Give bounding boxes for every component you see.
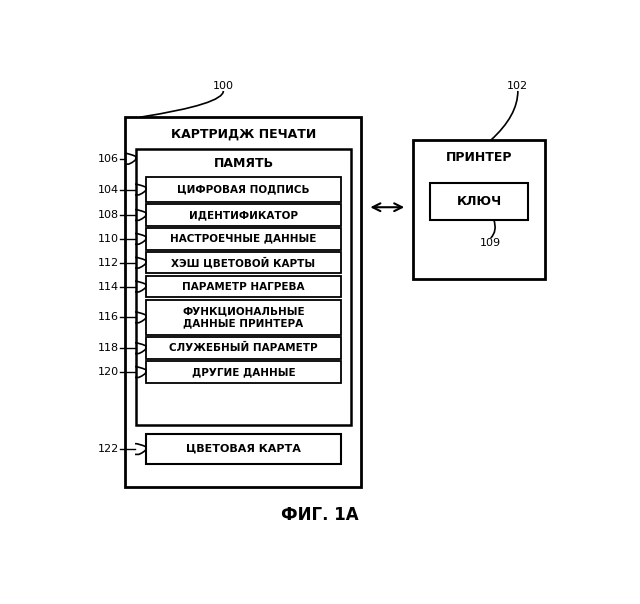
Text: ПАМЯТЬ: ПАМЯТЬ (214, 157, 273, 170)
Text: ПАРАМЕТР НАГРЕВА: ПАРАМЕТР НАГРЕВА (182, 281, 305, 292)
Text: 122: 122 (97, 444, 119, 454)
Text: СЛУЖЕБНЫЙ ПАРАМЕТР: СЛУЖЕБНЫЙ ПАРАМЕТР (169, 343, 318, 353)
Text: 100: 100 (213, 82, 234, 91)
Text: 114: 114 (98, 281, 119, 292)
Text: ПРИНТЕР: ПРИНТЕР (446, 150, 513, 164)
Bar (146, 276, 341, 297)
Bar (146, 252, 341, 274)
Bar (146, 204, 341, 226)
Text: ЦИФРОВАЯ ПОДПИСЬ: ЦИФРОВАЯ ПОДПИСЬ (177, 184, 310, 194)
Text: 106: 106 (98, 154, 119, 164)
Text: ЦВЕТОВАЯ КАРТА: ЦВЕТОВАЯ КАРТА (186, 444, 301, 454)
Text: ФИГ. 1А: ФИГ. 1А (282, 506, 359, 524)
Bar (136, 149, 351, 425)
Bar (413, 140, 545, 279)
Bar (146, 300, 341, 335)
Text: 118: 118 (98, 343, 119, 353)
Bar (146, 434, 341, 464)
Text: НАСТРОЕЧНЫЕ ДАННЫЕ: НАСТРОЕЧНЫЕ ДАННЫЕ (170, 234, 317, 244)
Bar (146, 177, 341, 202)
Bar (430, 182, 528, 219)
Text: 104: 104 (98, 184, 119, 194)
Text: 102: 102 (508, 82, 529, 91)
Text: ИДЕНТИФИКАТОР: ИДЕНТИФИКАТОР (189, 210, 298, 220)
Text: ХЭШ ЦВЕТОВОЙ КАРТЫ: ХЭШ ЦВЕТОВОЙ КАРТЫ (172, 257, 316, 268)
Text: 109: 109 (480, 237, 501, 248)
Text: 108: 108 (98, 210, 119, 220)
Text: 116: 116 (98, 312, 119, 323)
Text: 110: 110 (98, 234, 119, 244)
Bar (146, 361, 341, 383)
Text: ФУНКЦИОНАЛЬНЫЕ
ДАННЫЕ ПРИНТЕРА: ФУНКЦИОНАЛЬНЫЕ ДАННЫЕ ПРИНТЕРА (182, 306, 305, 329)
Text: 120: 120 (98, 367, 119, 377)
Text: ДРУГИЕ ДАННЫЕ: ДРУГИЕ ДАННЫЕ (192, 367, 295, 377)
Text: КЛЮЧ: КЛЮЧ (456, 194, 502, 208)
Bar (146, 228, 341, 249)
Text: 112: 112 (98, 258, 119, 268)
Bar (146, 338, 341, 359)
Text: КАРТРИДЖ ПЕЧАТИ: КАРТРИДЖ ПЕЧАТИ (170, 127, 316, 141)
Bar (125, 117, 362, 487)
